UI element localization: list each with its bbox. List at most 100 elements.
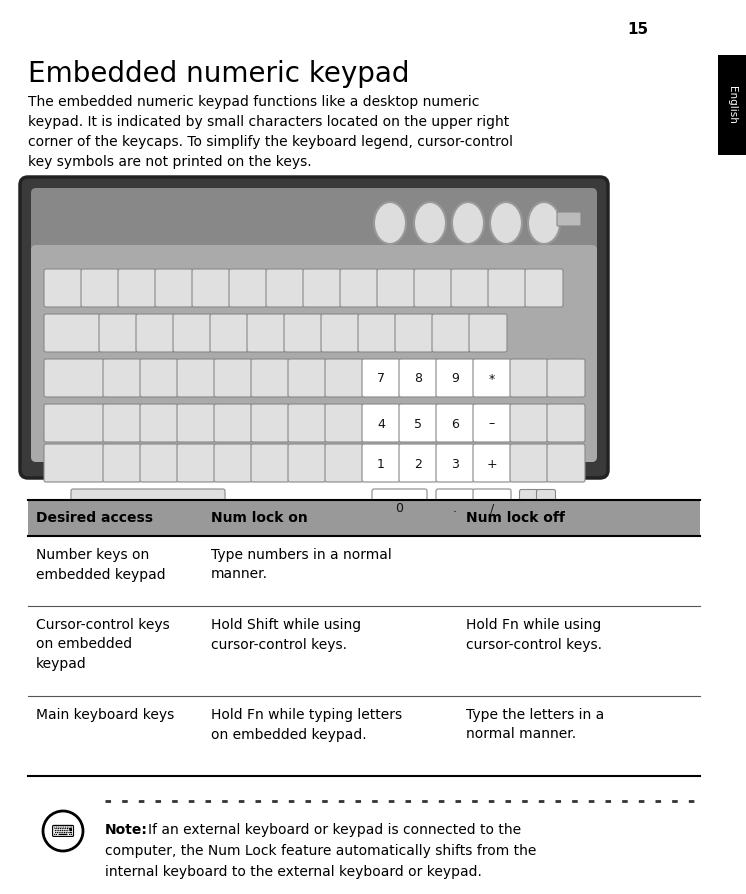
- Text: 1: 1: [377, 458, 385, 470]
- FancyBboxPatch shape: [44, 314, 100, 352]
- FancyBboxPatch shape: [325, 444, 363, 482]
- Ellipse shape: [452, 202, 484, 244]
- Text: Desired access: Desired access: [36, 511, 153, 525]
- FancyBboxPatch shape: [469, 314, 507, 352]
- FancyBboxPatch shape: [140, 444, 178, 482]
- FancyBboxPatch shape: [251, 359, 289, 397]
- Text: Note:: Note:: [105, 823, 148, 837]
- FancyBboxPatch shape: [44, 404, 104, 442]
- FancyBboxPatch shape: [99, 314, 137, 352]
- Ellipse shape: [490, 202, 522, 244]
- FancyBboxPatch shape: [155, 269, 193, 307]
- Text: +: +: [486, 458, 498, 470]
- FancyBboxPatch shape: [436, 404, 474, 442]
- Text: Type numbers in a normal
manner.: Type numbers in a normal manner.: [211, 548, 392, 581]
- FancyBboxPatch shape: [177, 359, 215, 397]
- Text: Num lock off: Num lock off: [466, 511, 565, 525]
- Text: *: *: [489, 373, 495, 385]
- FancyBboxPatch shape: [229, 269, 267, 307]
- FancyBboxPatch shape: [362, 444, 400, 482]
- Text: Main keyboard keys: Main keyboard keys: [36, 708, 175, 722]
- Text: English: English: [727, 86, 737, 124]
- FancyBboxPatch shape: [288, 444, 326, 482]
- FancyBboxPatch shape: [136, 314, 174, 352]
- Text: –: –: [489, 417, 495, 431]
- Text: 2: 2: [414, 458, 422, 470]
- FancyBboxPatch shape: [118, 269, 156, 307]
- FancyBboxPatch shape: [547, 359, 585, 397]
- FancyBboxPatch shape: [395, 314, 433, 352]
- FancyBboxPatch shape: [399, 404, 437, 442]
- FancyBboxPatch shape: [362, 404, 400, 442]
- FancyBboxPatch shape: [473, 489, 511, 527]
- Text: Embedded numeric keypad: Embedded numeric keypad: [28, 60, 410, 88]
- FancyBboxPatch shape: [525, 269, 563, 307]
- Text: 4: 4: [377, 417, 385, 431]
- FancyBboxPatch shape: [519, 508, 539, 527]
- Ellipse shape: [414, 202, 446, 244]
- Text: 15: 15: [627, 22, 648, 37]
- Circle shape: [43, 811, 83, 851]
- FancyBboxPatch shape: [251, 404, 289, 442]
- FancyBboxPatch shape: [192, 269, 230, 307]
- FancyBboxPatch shape: [140, 359, 178, 397]
- FancyBboxPatch shape: [557, 212, 581, 226]
- FancyBboxPatch shape: [103, 444, 141, 482]
- FancyBboxPatch shape: [31, 188, 597, 263]
- FancyBboxPatch shape: [510, 444, 548, 482]
- Text: 8: 8: [414, 373, 422, 385]
- FancyBboxPatch shape: [473, 444, 511, 482]
- FancyBboxPatch shape: [399, 359, 437, 397]
- FancyBboxPatch shape: [214, 359, 252, 397]
- Text: Hold Shift while using
cursor-control keys.: Hold Shift while using cursor-control ke…: [211, 618, 361, 652]
- FancyBboxPatch shape: [432, 314, 470, 352]
- Text: Type the letters in a
normal manner.: Type the letters in a normal manner.: [466, 708, 604, 741]
- FancyBboxPatch shape: [210, 314, 248, 352]
- Text: 6: 6: [451, 417, 459, 431]
- FancyBboxPatch shape: [251, 444, 289, 482]
- Bar: [28, 500, 700, 536]
- FancyBboxPatch shape: [372, 489, 427, 527]
- Text: Number keys on
embedded keypad: Number keys on embedded keypad: [36, 548, 166, 581]
- FancyBboxPatch shape: [44, 444, 104, 482]
- Text: 3: 3: [451, 458, 459, 470]
- FancyBboxPatch shape: [321, 314, 359, 352]
- FancyBboxPatch shape: [451, 269, 489, 307]
- Text: The embedded numeric keypad functions like a desktop numeric
keypad. It is indic: The embedded numeric keypad functions li…: [28, 95, 513, 169]
- Text: 0: 0: [395, 502, 404, 516]
- FancyBboxPatch shape: [266, 269, 304, 307]
- FancyBboxPatch shape: [473, 404, 511, 442]
- FancyBboxPatch shape: [214, 404, 252, 442]
- FancyBboxPatch shape: [325, 404, 363, 442]
- FancyBboxPatch shape: [358, 314, 396, 352]
- Text: Hold Fn while using
cursor-control keys.: Hold Fn while using cursor-control keys.: [466, 618, 602, 652]
- Ellipse shape: [374, 202, 406, 244]
- FancyBboxPatch shape: [288, 404, 326, 442]
- FancyBboxPatch shape: [103, 404, 141, 442]
- FancyBboxPatch shape: [81, 269, 119, 307]
- FancyBboxPatch shape: [44, 359, 104, 397]
- FancyBboxPatch shape: [44, 269, 82, 307]
- Text: /: /: [490, 502, 494, 516]
- FancyBboxPatch shape: [436, 359, 474, 397]
- FancyBboxPatch shape: [173, 314, 211, 352]
- FancyBboxPatch shape: [103, 359, 141, 397]
- FancyBboxPatch shape: [510, 359, 548, 397]
- FancyBboxPatch shape: [436, 444, 474, 482]
- FancyBboxPatch shape: [414, 269, 452, 307]
- FancyBboxPatch shape: [140, 404, 178, 442]
- FancyBboxPatch shape: [20, 177, 608, 478]
- Text: 9: 9: [451, 373, 459, 385]
- Text: internal keyboard to the external keyboard or keypad.: internal keyboard to the external keyboa…: [105, 865, 482, 879]
- FancyBboxPatch shape: [247, 314, 285, 352]
- FancyBboxPatch shape: [488, 269, 526, 307]
- FancyBboxPatch shape: [71, 489, 225, 527]
- Text: ⌨: ⌨: [51, 823, 75, 841]
- Text: If an external keyboard or keypad is connected to the: If an external keyboard or keypad is con…: [148, 823, 521, 837]
- Text: Num lock on: Num lock on: [211, 511, 308, 525]
- FancyBboxPatch shape: [177, 444, 215, 482]
- Ellipse shape: [528, 202, 560, 244]
- FancyBboxPatch shape: [536, 508, 556, 527]
- FancyBboxPatch shape: [214, 444, 252, 482]
- Text: computer, the Num Lock feature automatically shifts from the: computer, the Num Lock feature automatic…: [105, 844, 536, 858]
